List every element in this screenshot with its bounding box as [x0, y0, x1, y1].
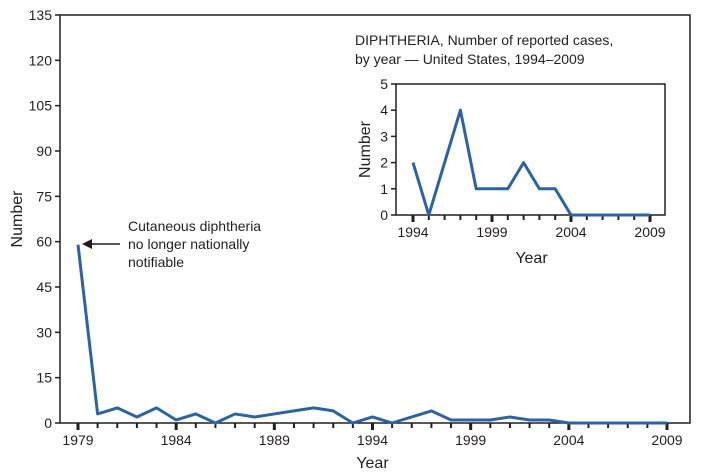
y-tick-label: 75: [36, 188, 52, 204]
inset-title: by year — United States, 1994–2009: [355, 51, 585, 67]
inset-chart: 0 1 2 3 4 5 1994 1999 2004 2009 Year Number DIPHTHER…: [355, 32, 666, 267]
series-line: [76, 244, 667, 425]
annotation-text: Cutaneous diphtheria: [128, 218, 261, 234]
y-tick-label: 90: [36, 143, 52, 159]
y-tick-label: 5: [380, 76, 388, 92]
x-tick-label: 1994: [357, 432, 388, 448]
x-tick-label: 1999: [476, 224, 507, 240]
x-tick-label: 1999: [455, 432, 486, 448]
y-tick-label: 15: [36, 370, 52, 386]
y-tick-label: 4: [380, 102, 388, 118]
y-tick-label: 3: [380, 128, 388, 144]
x-tick-label: 2004: [555, 224, 586, 240]
x-tick-label: 1989: [259, 432, 290, 448]
x-tick-label: 2004: [553, 432, 584, 448]
plot-frame: [395, 83, 666, 216]
y-tick-label: 0: [44, 415, 52, 431]
series-line: [411, 108, 650, 217]
y-tick-label: 0: [380, 207, 388, 223]
y-tick-label: 30: [36, 324, 52, 340]
x-tick-label: 2009: [651, 432, 682, 448]
inset-bg: [396, 84, 665, 215]
annotation-text: notifiable: [128, 254, 184, 270]
annotation-arrow-head: [82, 239, 92, 249]
plot-frame: [59, 14, 691, 424]
y-tick-label: 1: [380, 181, 388, 197]
x-tick-label: 1984: [161, 432, 192, 448]
annotation-text: no longer nationally: [128, 236, 249, 252]
y-tick-label: 120: [29, 52, 53, 68]
inset-title: DIPHTHERIA, Number of reported cases,: [355, 32, 613, 48]
y-tick-label: 135: [29, 7, 53, 23]
x-axis-label: Year: [515, 250, 548, 267]
y-tick-label: 45: [36, 279, 52, 295]
y-axis-label: Number: [357, 120, 374, 178]
y-tick-label: 105: [29, 98, 53, 114]
x-tick-label: 1994: [397, 224, 428, 240]
x-tick-label: 2009: [634, 224, 665, 240]
x-axis-label: Year: [356, 455, 389, 471]
y-tick-label: 60: [36, 234, 52, 250]
y-axis-label: Number: [9, 190, 26, 248]
y-tick-label: 2: [380, 155, 388, 171]
x-tick-label: 1979: [62, 432, 93, 448]
